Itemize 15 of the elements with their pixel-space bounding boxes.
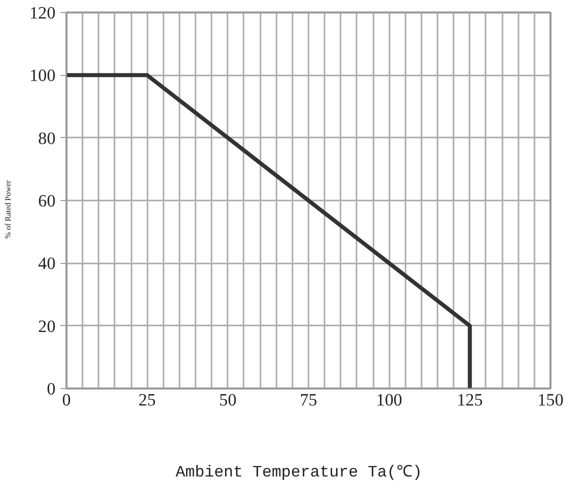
- y-axis-title: % of Rated Power: [4, 180, 13, 239]
- x-tick-label: 125: [456, 390, 483, 410]
- x-tick-label: 25: [138, 390, 156, 410]
- y-tick-label: 80: [38, 128, 56, 148]
- y-tick-label: 120: [30, 4, 56, 22]
- x-tick-label: 150: [538, 390, 564, 410]
- y-tick-label: 40: [38, 254, 56, 274]
- x-tick-label: 75: [300, 390, 318, 410]
- y-tick-label: 20: [38, 316, 56, 336]
- x-axis-title: Ambient Temperature Ta(℃): [176, 464, 422, 482]
- x-tick-label: 100: [376, 390, 402, 410]
- y-tick-label: 100: [30, 66, 56, 86]
- x-tick-label: 50: [219, 390, 236, 410]
- x-tick-label: 0: [62, 390, 71, 410]
- y-tick-label: 60: [38, 192, 56, 210]
